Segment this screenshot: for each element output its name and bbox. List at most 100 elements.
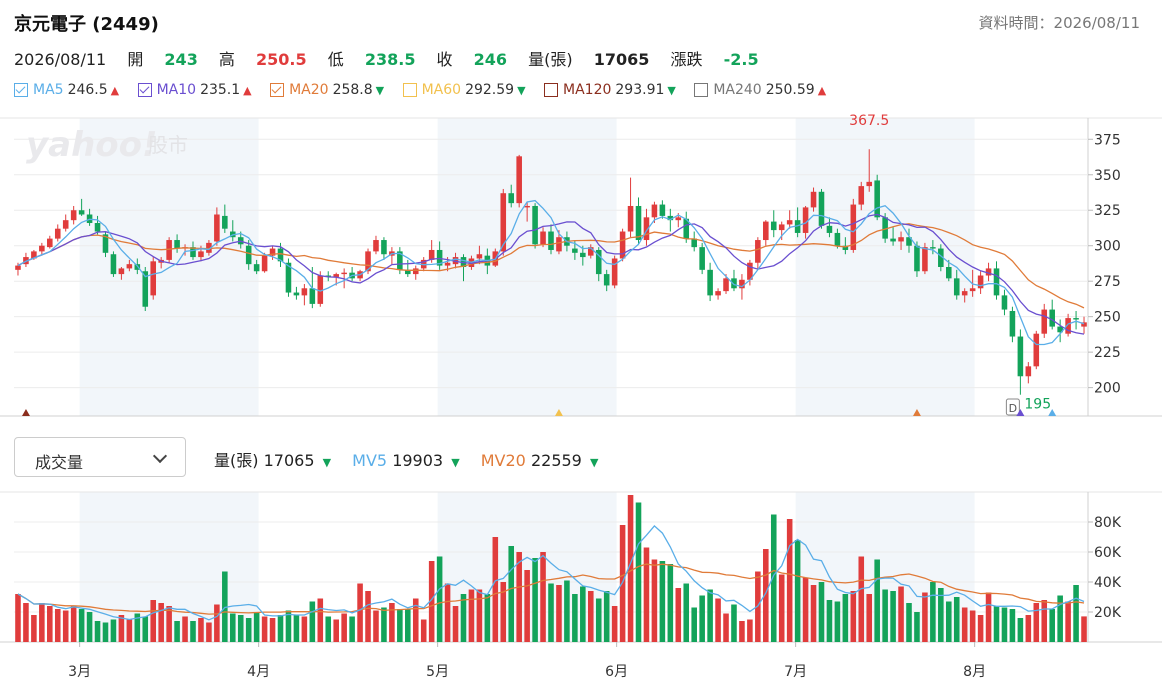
- candle: [293, 286, 300, 300]
- mv5-item: MV5 19903 ▼: [352, 451, 460, 470]
- volume-bar: [293, 615, 300, 642]
- candle: [611, 255, 618, 289]
- volume-bar: [930, 582, 936, 642]
- candle: [15, 262, 21, 276]
- volume-bar: [834, 601, 841, 642]
- volume-bar: [938, 588, 944, 642]
- candle-body: [214, 214, 220, 242]
- volume-bar: [898, 586, 904, 642]
- indicator-select[interactable]: 成交量: [14, 437, 186, 477]
- volume-bar: [277, 615, 284, 642]
- candle: [858, 181, 865, 211]
- candle: [595, 247, 602, 282]
- price-tick-label: 200: [1094, 381, 1121, 397]
- volume-bar: [174, 621, 180, 642]
- volume-bar: [428, 561, 435, 642]
- open-value: 243: [164, 50, 198, 69]
- candle: [150, 257, 157, 300]
- candle: [301, 284, 308, 306]
- candle: [405, 259, 411, 277]
- candle-body: [691, 238, 697, 248]
- checkbox-icon[interactable]: [402, 83, 417, 97]
- quote-open: 開 243: [127, 50, 198, 69]
- ma-toggle-ma60[interactable]: MA60 292.59 ▼: [402, 82, 526, 98]
- quote-high: 高 250.5: [219, 50, 307, 69]
- ma-name: MA10: [156, 82, 197, 98]
- ma-toggle-ma10[interactable]: MA10 235.1 ▲: [137, 82, 252, 98]
- checkbox-icon[interactable]: [14, 83, 28, 97]
- volume-bar: [945, 601, 952, 642]
- candle: [317, 271, 324, 307]
- candle-body: [70, 210, 77, 221]
- volume-bar: [1057, 595, 1063, 642]
- volume-bar: [1049, 609, 1055, 642]
- candle: [1049, 299, 1055, 330]
- candle-body: [747, 262, 753, 280]
- volume-tick-label: 20K: [1094, 605, 1122, 621]
- candle: [54, 224, 61, 242]
- down-arrow-icon: ▼: [589, 456, 599, 469]
- ma-toggle-ma20[interactable]: MA20 258.8 ▼: [270, 82, 384, 98]
- candle-body: [985, 268, 992, 276]
- checkbox-icon[interactable]: [694, 83, 709, 97]
- volume-bar: [444, 583, 451, 642]
- event-triangle-icon: [21, 409, 30, 416]
- volume-bar: [770, 514, 777, 642]
- ma-name: MA120: [563, 82, 612, 98]
- volume-bar: [182, 616, 188, 642]
- checkbox-icon[interactable]: [137, 83, 152, 97]
- volume-bar: [452, 606, 459, 642]
- volume-bar: [198, 618, 204, 642]
- candle-body: [842, 245, 849, 250]
- volume-bar: [683, 583, 690, 642]
- candle-body: [94, 223, 101, 232]
- candle-body: [635, 205, 642, 241]
- volume-bar: [961, 607, 968, 642]
- checkbox-icon[interactable]: [544, 83, 558, 97]
- candle-body: [953, 278, 960, 296]
- volume-bar: [484, 594, 491, 642]
- price-tick-label: 300: [1094, 239, 1121, 255]
- candle-body: [922, 247, 928, 272]
- volume-tick-label: 80K: [1094, 515, 1122, 531]
- ma-toggle-ma5[interactable]: MA5 246.5 ▲: [14, 82, 119, 98]
- candle: [810, 187, 817, 212]
- candle: [62, 214, 69, 232]
- candle: [532, 203, 538, 249]
- candle: [961, 288, 968, 303]
- volume-bar: [357, 583, 363, 642]
- volume-bar: [301, 616, 308, 642]
- candle: [70, 205, 77, 225]
- candle-body: [1073, 318, 1079, 320]
- candle: [94, 215, 101, 235]
- checkbox-icon[interactable]: [270, 83, 285, 97]
- ma-toggle-ma120[interactable]: MA120 293.91 ▼: [544, 82, 676, 98]
- volume-bar: [993, 606, 1000, 642]
- volume-bar: [635, 502, 642, 642]
- candle-body: [969, 288, 976, 292]
- candle-body: [580, 252, 586, 258]
- vol-item: 量(張) 17065 ▼: [214, 451, 331, 470]
- volume-bar: [707, 589, 713, 642]
- candle-body: [1049, 309, 1055, 327]
- candle-body: [707, 269, 713, 296]
- candle: [898, 231, 904, 250]
- candle: [261, 252, 268, 273]
- candle-body: [914, 245, 920, 272]
- volume-bar: [237, 615, 244, 642]
- candle-body: [643, 217, 650, 241]
- ma-name: MA20: [289, 82, 329, 98]
- ma-legend: MA5 246.5 ▲ MA10 235.1 ▲ MA20 258.8 ▼ MA60 292.…: [14, 82, 840, 98]
- event-triangle-icon: [912, 409, 921, 416]
- volume-bar: [508, 546, 515, 642]
- candle: [850, 198, 857, 253]
- dividend-marker-label: D: [1009, 402, 1017, 415]
- candle: [381, 237, 387, 260]
- ma-toggle-ma240[interactable]: MA240 250.59 ▲: [694, 82, 826, 98]
- price-tick-label: 350: [1094, 168, 1121, 184]
- candle-body: [325, 275, 332, 277]
- candle-body: [1009, 310, 1016, 337]
- quote-close: 收 246: [437, 50, 508, 69]
- mv20-item: MV20 22559 ▼: [481, 451, 599, 470]
